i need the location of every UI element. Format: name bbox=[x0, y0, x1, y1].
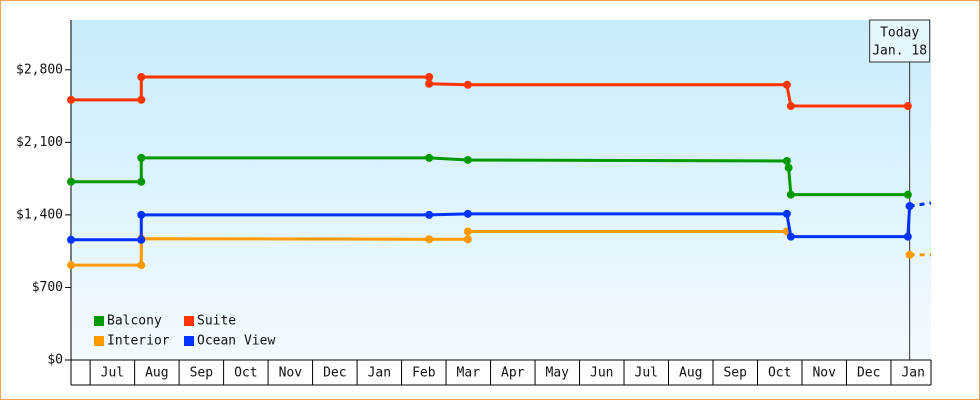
data-point bbox=[463, 80, 472, 89]
data-point bbox=[67, 261, 75, 270]
data-point bbox=[786, 102, 795, 111]
x-tick-label: Oct bbox=[234, 366, 257, 381]
legend-swatch bbox=[184, 316, 194, 326]
plot-background bbox=[71, 20, 931, 360]
projected-point bbox=[905, 250, 914, 259]
legend-swatch bbox=[94, 316, 104, 326]
x-tick-label: Dec bbox=[857, 366, 880, 381]
x-tick-label: Jan bbox=[368, 366, 391, 381]
data-point bbox=[137, 261, 146, 270]
data-point bbox=[67, 177, 75, 186]
data-point bbox=[463, 227, 472, 236]
today-box bbox=[869, 19, 931, 63]
data-point bbox=[463, 209, 472, 218]
data-point bbox=[425, 73, 434, 82]
x-tick-label: May bbox=[546, 366, 570, 381]
data-point bbox=[782, 209, 791, 218]
data-point bbox=[784, 163, 793, 172]
data-point bbox=[782, 80, 791, 89]
data-point bbox=[425, 210, 434, 219]
data-point bbox=[786, 190, 795, 199]
data-point bbox=[903, 102, 912, 111]
legend-label: Ocean View bbox=[197, 334, 275, 349]
x-tick-label: Mar bbox=[457, 366, 481, 381]
x-tick-label: Nov bbox=[812, 366, 836, 381]
data-point bbox=[905, 202, 914, 211]
data-point bbox=[425, 235, 434, 244]
data-point bbox=[137, 73, 146, 82]
data-point bbox=[782, 156, 791, 165]
x-tick-label: Nov bbox=[279, 366, 303, 381]
x-tick-label: Jul bbox=[101, 366, 124, 381]
legend-label: Balcony bbox=[107, 314, 162, 329]
x-tick-label: Apr bbox=[501, 366, 525, 381]
data-point bbox=[137, 235, 146, 244]
data-point bbox=[463, 235, 472, 244]
x-tick-label: Aug bbox=[679, 366, 702, 381]
y-tick-label: $2,800 bbox=[16, 62, 63, 77]
legend-swatch bbox=[184, 336, 194, 346]
x-tick-label: Aug bbox=[145, 366, 168, 381]
today-label: Jan. 18 bbox=[872, 44, 927, 59]
legend-label: Suite bbox=[197, 314, 236, 329]
y-tick-label: $0 bbox=[47, 353, 63, 368]
data-point bbox=[67, 235, 75, 244]
x-tick-label: Dec bbox=[323, 366, 346, 381]
x-tick-label: Oct bbox=[768, 366, 791, 381]
data-point bbox=[903, 232, 912, 241]
data-point bbox=[137, 95, 146, 104]
today-label: Today bbox=[880, 26, 919, 41]
data-point bbox=[903, 190, 912, 199]
legend-label: Interior bbox=[107, 334, 170, 349]
y-tick-label: $1,400 bbox=[16, 207, 63, 222]
y-tick-label: $700 bbox=[32, 280, 63, 295]
x-tick-label: Sep bbox=[723, 366, 747, 381]
data-point bbox=[67, 95, 75, 104]
x-tick-label: Jan bbox=[901, 366, 924, 381]
x-tick-label: Feb bbox=[412, 366, 436, 381]
data-point bbox=[425, 153, 434, 162]
x-tick-label: Sep bbox=[190, 366, 214, 381]
data-point bbox=[137, 153, 146, 162]
x-tick-label: Jul bbox=[635, 366, 658, 381]
data-point bbox=[463, 155, 472, 164]
data-point bbox=[786, 232, 795, 241]
legend-swatch bbox=[94, 336, 104, 346]
data-point bbox=[425, 79, 434, 88]
data-point bbox=[137, 177, 146, 186]
x-tick-label: Jun bbox=[590, 366, 613, 381]
y-tick-label: $2,100 bbox=[16, 135, 63, 150]
data-point bbox=[137, 210, 146, 219]
